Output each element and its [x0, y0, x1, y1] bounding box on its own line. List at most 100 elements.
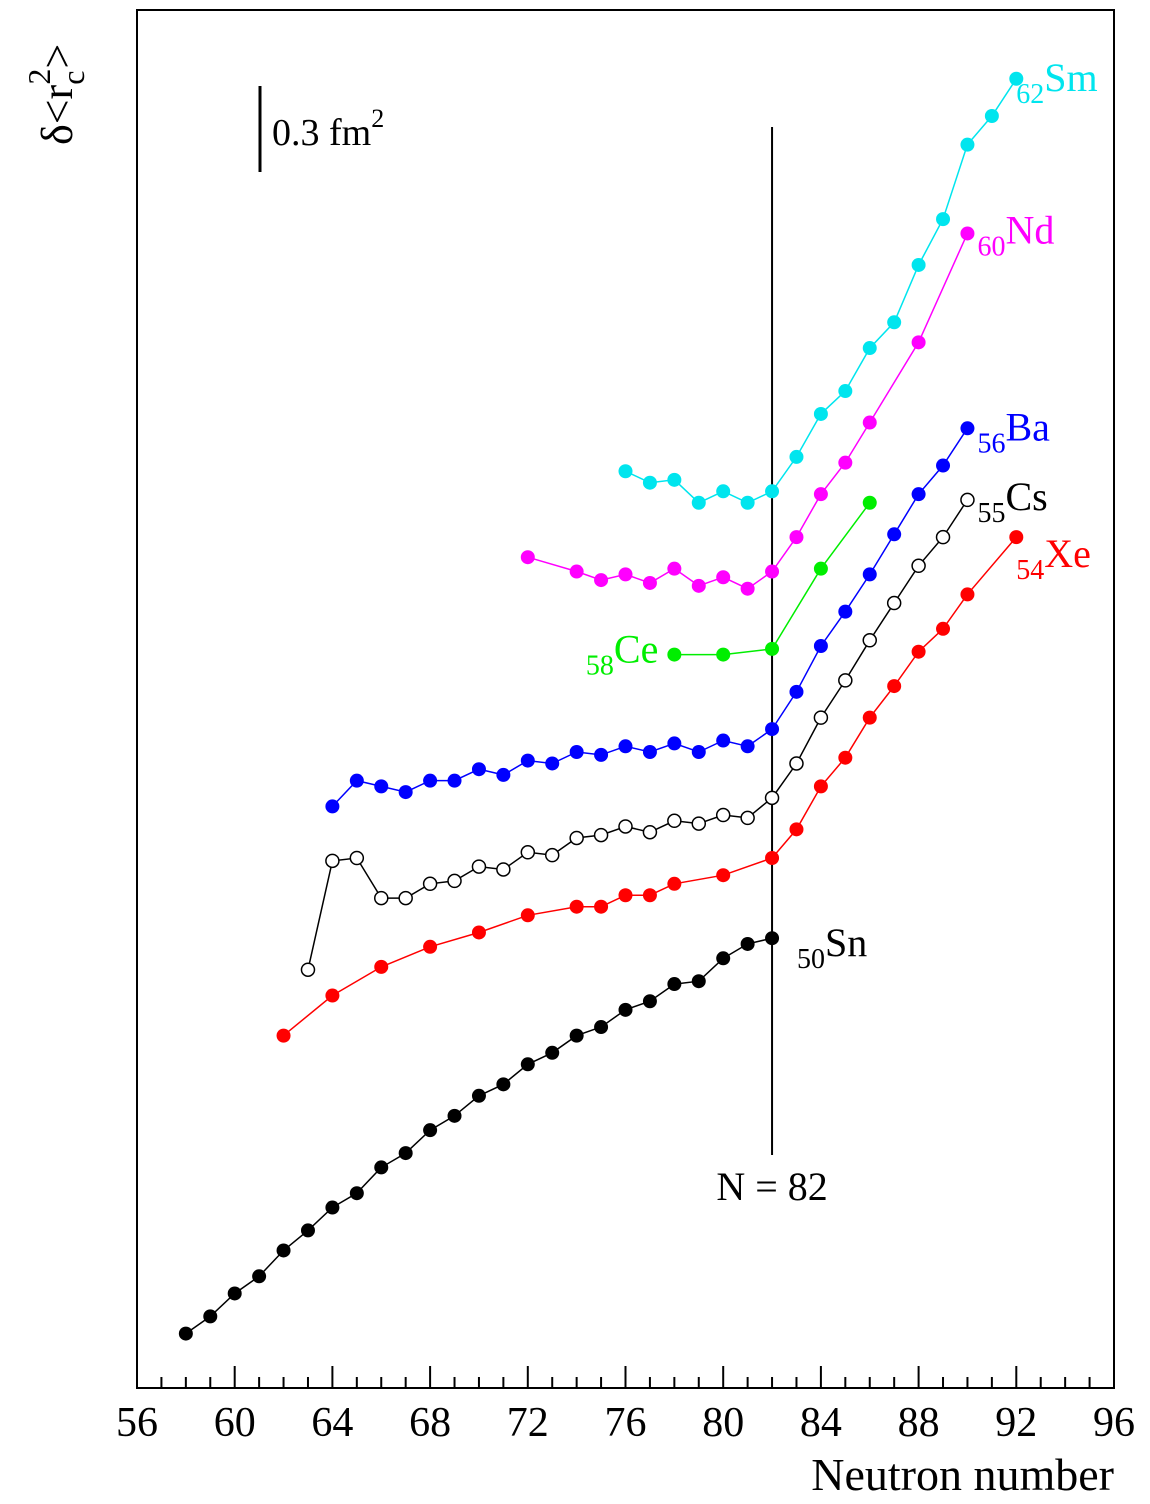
data-point [740, 739, 755, 754]
data-point [911, 644, 926, 659]
data-point [716, 570, 731, 585]
scale-label-sup: 2 [371, 104, 384, 133]
data-point [667, 647, 682, 662]
data-point [862, 495, 877, 510]
data-point [936, 212, 951, 227]
data-point [544, 847, 560, 863]
data-point [569, 564, 584, 579]
data-point [691, 816, 707, 831]
x-tick-label: 84 [800, 1400, 842, 1446]
data-point [300, 1223, 315, 1238]
data-point [569, 899, 584, 914]
data-point [691, 745, 706, 759]
data-point [423, 939, 438, 954]
data-point [813, 779, 828, 794]
data-point [593, 827, 609, 843]
x-tick-label: 76 [605, 1400, 647, 1446]
data-point [838, 604, 853, 619]
data-point [423, 1123, 438, 1138]
data-point [642, 475, 657, 490]
data-point [618, 464, 633, 479]
series-label-z: 56 [977, 428, 1005, 459]
data-point [740, 581, 755, 596]
data-point [520, 753, 535, 768]
data-point [667, 813, 682, 829]
x-tick-label: 64 [311, 1400, 353, 1446]
data-point [789, 756, 804, 771]
data-point [862, 415, 877, 430]
data-point [716, 484, 731, 499]
data-point [642, 575, 657, 590]
data-point [594, 1020, 609, 1035]
data-point [813, 710, 829, 725]
x-tick-label: 80 [702, 1400, 744, 1446]
data-point [325, 988, 340, 1003]
data-point [887, 527, 902, 542]
data-point [618, 888, 633, 903]
data-point [642, 745, 657, 759]
data-point [325, 1200, 340, 1215]
y-label-sup: 2 [21, 69, 57, 85]
data-point [691, 974, 706, 989]
data-point [765, 564, 780, 579]
scale-label-text: 0.3 fm [272, 112, 371, 154]
plot-frame [136, 9, 1115, 1389]
data-point [911, 558, 926, 574]
data-point [398, 785, 413, 800]
data-point [765, 722, 780, 737]
series-label-z: 54 [1016, 555, 1044, 586]
series-label-z: 62 [1016, 79, 1044, 110]
data-point [740, 810, 755, 826]
data-point [276, 1028, 291, 1043]
series-label: 60Nd [977, 207, 1054, 262]
x-tick-label: 88 [898, 1400, 940, 1446]
data-point [716, 733, 731, 748]
x-tick-label: 72 [507, 1400, 549, 1446]
data-point [789, 530, 804, 545]
series-line [283, 536, 1017, 1037]
data-point [765, 484, 780, 499]
y-label-part: > [33, 44, 82, 69]
series-label-z: 50 [797, 944, 825, 975]
data-point [642, 888, 657, 903]
data-point [325, 799, 340, 814]
series-label-name: Ce [614, 627, 658, 672]
data-point [471, 859, 487, 874]
y-label-sub: c [55, 71, 91, 85]
series-line [307, 499, 969, 970]
data-point [252, 1269, 267, 1284]
data-point [398, 890, 413, 906]
data-point [862, 341, 877, 356]
data-point [300, 962, 316, 977]
data-point [374, 779, 389, 794]
data-point [594, 899, 609, 914]
data-point [862, 710, 877, 725]
data-point [1009, 530, 1024, 545]
data-point [569, 745, 584, 759]
data-point [496, 862, 511, 877]
data-point [838, 673, 853, 688]
data-point [960, 587, 975, 602]
series-label-name: Xe [1044, 531, 1091, 576]
data-point [911, 335, 926, 350]
data-point [618, 739, 633, 754]
data-point [667, 876, 682, 891]
x-tick-label: 96 [1093, 1400, 1135, 1446]
data-point [936, 621, 951, 636]
data-point [594, 573, 609, 588]
data-point [960, 226, 975, 241]
data-point [984, 109, 999, 123]
series-label-z: 58 [586, 651, 614, 682]
data-point [935, 529, 951, 545]
x-tick-label: 68 [409, 1400, 451, 1446]
data-point [789, 684, 804, 699]
data-point [325, 853, 340, 869]
data-point [813, 487, 828, 502]
x-tick-label: 92 [995, 1400, 1037, 1446]
data-point [520, 845, 536, 860]
data-point [1009, 71, 1024, 86]
data-point [813, 639, 828, 653]
y-axis-label: δ<rc2> [21, 44, 91, 145]
series-label: 62Sm [1016, 55, 1097, 110]
data-point [423, 773, 438, 788]
